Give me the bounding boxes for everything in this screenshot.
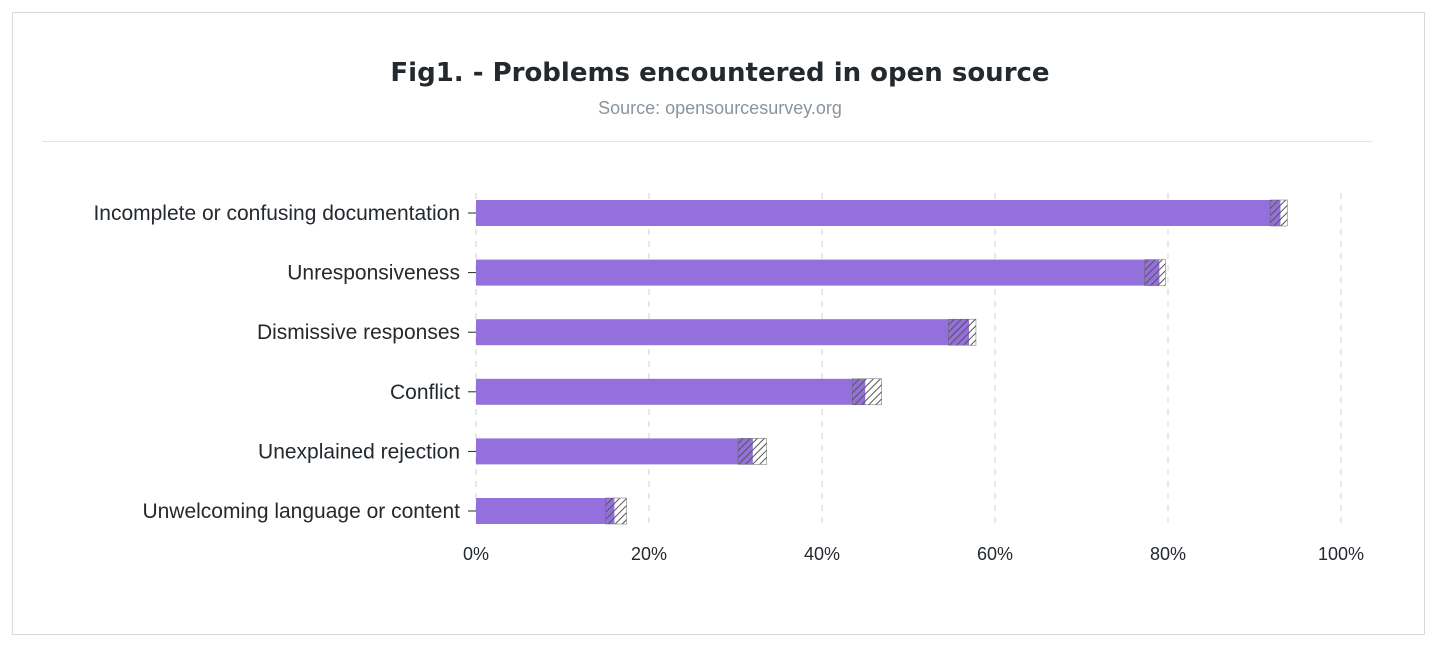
- category-label: Conflict: [390, 381, 460, 404]
- error-band: [948, 318, 977, 346]
- bar: [476, 378, 866, 405]
- bar: [476, 259, 1160, 286]
- label-layer: Incomplete or confusing documentation Unr…: [93, 202, 476, 523]
- title-divider: [42, 141, 1372, 142]
- error-band: [605, 497, 627, 525]
- x-tick-label: 100%: [1318, 544, 1364, 564]
- x-tick-label: 60%: [977, 544, 1013, 564]
- error-band: [1144, 259, 1166, 286]
- bar: [476, 438, 753, 465]
- x-tick-label: 20%: [631, 544, 667, 564]
- category-label: Unexplained rejection: [258, 440, 460, 463]
- bar: [476, 200, 1281, 226]
- bar: [476, 319, 970, 346]
- chart-title: Fig1. - Problems encountered in open sou…: [390, 58, 1050, 88]
- x-tick-label: 0%: [463, 544, 489, 564]
- tick-layer: 0% 20% 40% 60% 80% 100%: [463, 544, 1364, 564]
- bar-layer: [476, 199, 1288, 525]
- error-band: [1269, 199, 1288, 227]
- chart-subtitle: Source: opensourcesurvey.org: [598, 98, 842, 118]
- category-label: Unresponsiveness: [287, 262, 460, 285]
- category-label: Dismissive responses: [257, 321, 460, 344]
- x-tick-label: 80%: [1150, 544, 1186, 564]
- category-label: Incomplete or confusing documentation: [93, 202, 460, 225]
- error-band: [737, 438, 767, 465]
- bar: [476, 498, 615, 524]
- error-band: [852, 378, 882, 406]
- category-label: Unwelcoming language or content: [142, 500, 460, 523]
- x-tick-label: 40%: [804, 544, 840, 564]
- grid-layer: [475, 193, 1342, 528]
